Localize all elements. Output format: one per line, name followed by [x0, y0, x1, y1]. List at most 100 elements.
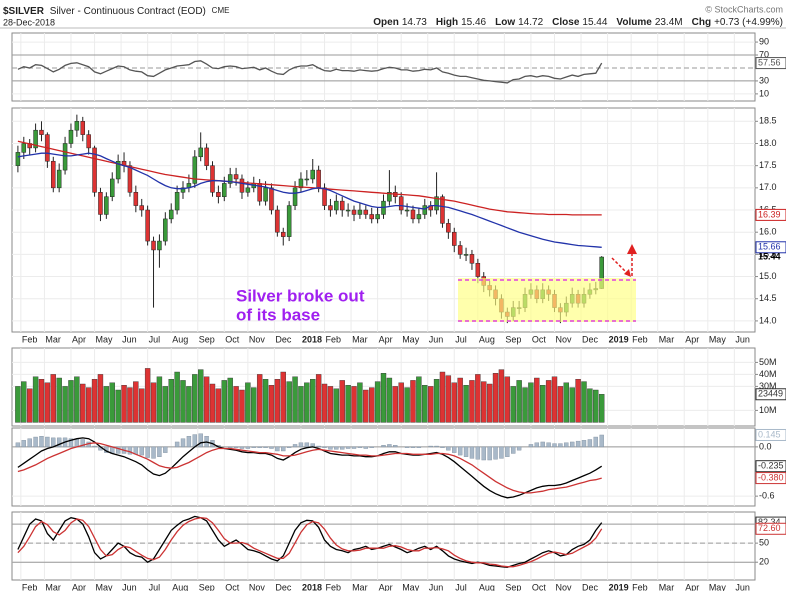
x-tick-label: May [96, 582, 114, 591]
y-tick-label: 90 [759, 36, 769, 46]
volume-bar [504, 376, 511, 423]
y-tick-label: 15.5 [759, 249, 777, 259]
volume-bar [545, 380, 552, 423]
candle-body [222, 183, 227, 197]
x-tick-label: Oct [225, 582, 240, 591]
x-tick-label: Apr [685, 582, 699, 591]
candle-body [74, 121, 80, 131]
histogram-bar [440, 446, 445, 448]
x-tick-label: Feb [632, 334, 648, 344]
volume-bar [298, 386, 304, 423]
volume-bar [498, 369, 505, 423]
quote-label: Volume [616, 17, 652, 28]
candle-body [345, 209, 351, 212]
annotation: of its base [236, 305, 320, 324]
x-tick-label: Nov [556, 582, 573, 591]
volume-bar [492, 373, 499, 423]
histogram-bar [334, 446, 339, 450]
volume-bar [26, 388, 33, 423]
candle-body [440, 196, 445, 224]
histogram-bar [569, 441, 575, 448]
volume-bar [239, 389, 245, 423]
histogram-bar [145, 446, 150, 458]
candle-body [363, 209, 369, 215]
histogram-bar [275, 446, 280, 452]
header-title: $SILVER Silver - Continuous Contract (EO… [3, 6, 229, 17]
volume-bar [345, 385, 351, 423]
x-tick-label: Jul [455, 334, 467, 344]
candle-body [404, 209, 410, 212]
volume-bar [197, 369, 204, 423]
histogram-bar [80, 439, 85, 448]
candle-body [92, 147, 97, 193]
volume-bar [15, 386, 21, 423]
volume-bar [481, 381, 487, 423]
histogram-bar [257, 446, 262, 448]
volume-bar [433, 379, 440, 423]
volume-bar [280, 371, 286, 423]
histogram-bar [369, 446, 374, 448]
x-tick-label: Jul [455, 582, 467, 591]
volume-bar [97, 374, 104, 423]
exchange: CME [212, 6, 230, 15]
histogram-bar [21, 440, 26, 448]
histogram-bar [534, 442, 540, 448]
volume-bar [357, 382, 363, 423]
volume-bar [286, 381, 292, 423]
candle-body [233, 174, 239, 180]
histogram-bar [558, 443, 563, 448]
histogram-bar [180, 438, 186, 448]
volume-bar [227, 377, 233, 423]
candle-body [204, 147, 209, 166]
histogram-bar [434, 445, 439, 448]
last-value-label: 15.66 [758, 242, 781, 252]
volume-bar [168, 379, 174, 423]
y-tick-label: 14.5 [759, 293, 777, 303]
volume-bar [245, 382, 251, 423]
volume-bar [38, 379, 45, 423]
histogram-bar [552, 443, 557, 448]
histogram-bar [351, 446, 357, 449]
volume-bar [422, 385, 428, 423]
histogram-bar [516, 446, 522, 451]
histogram-bar [269, 446, 274, 449]
volume-bar [203, 376, 210, 423]
volume-bar [598, 394, 605, 423]
candle-body [56, 169, 62, 189]
volume-bar [363, 389, 369, 423]
x-tick-label: Nov [556, 334, 573, 344]
histogram-bar [363, 446, 369, 449]
candle-body [328, 205, 333, 211]
y-tick-label: 10 [759, 88, 769, 98]
volume-bar [327, 386, 334, 423]
x-tick-label: Aug [172, 582, 188, 591]
volume-bar [410, 380, 416, 423]
x-tick-label: Apr [379, 582, 393, 591]
histogram-bar [540, 441, 545, 448]
candle-body [33, 129, 38, 149]
histogram-bar [446, 446, 451, 451]
volume-bar [516, 380, 522, 423]
histogram-bar [357, 446, 363, 448]
volume-bar [380, 373, 387, 423]
candle-body [469, 254, 475, 264]
volume-bar [563, 382, 570, 423]
quote-label: Open [373, 17, 399, 28]
annotation-layer: Silver broke out of its base [236, 244, 637, 324]
series-line [17, 60, 603, 84]
volume-bar [133, 381, 139, 423]
volume-bar [475, 374, 481, 423]
volume-bar [192, 374, 198, 423]
histogram-bar [157, 446, 162, 457]
histogram-bar [139, 446, 144, 456]
volume-bar [162, 386, 169, 423]
candle-body [109, 178, 115, 197]
candle-body [15, 152, 21, 166]
y-tick-label: 30 [759, 75, 769, 85]
last-value-box [755, 522, 786, 535]
y-tick-label: 30M [759, 381, 777, 391]
y-tick-label: 50 [759, 538, 769, 548]
volume-bar [91, 379, 98, 423]
x-tick-label: Feb [632, 582, 648, 591]
volume-bar [469, 380, 475, 423]
